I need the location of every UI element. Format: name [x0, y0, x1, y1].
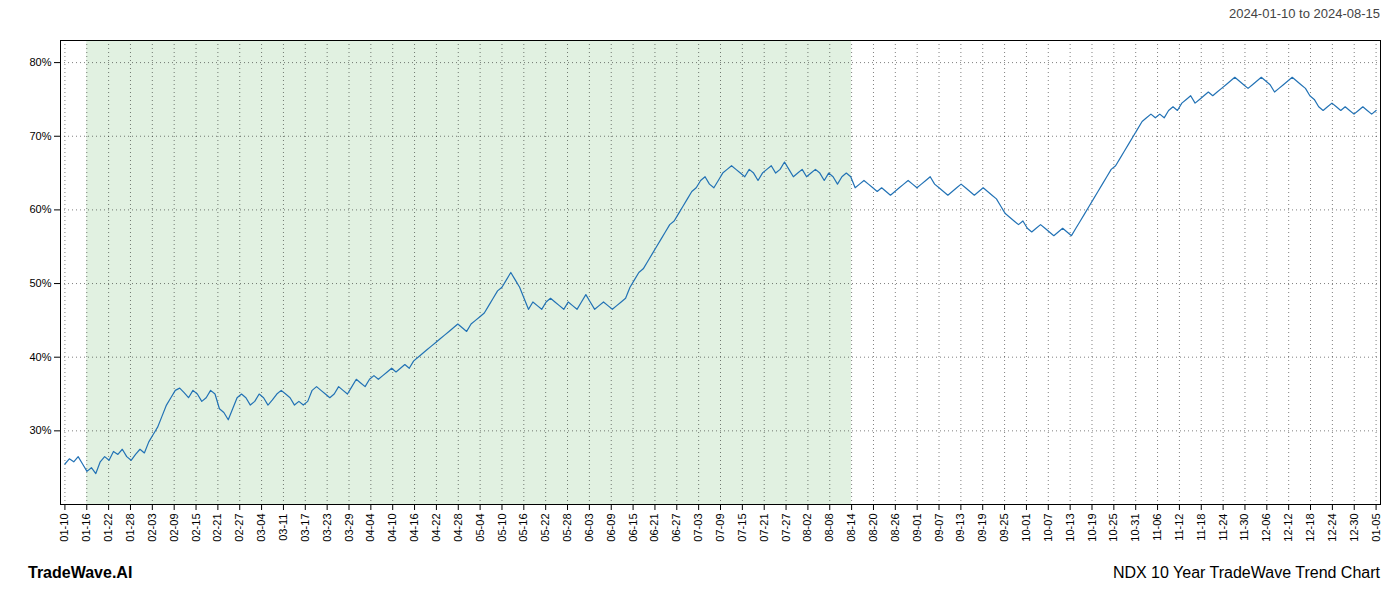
svg-text:03-23: 03-23 [321, 514, 333, 542]
svg-text:09-01: 09-01 [911, 514, 923, 542]
svg-text:12-24: 12-24 [1326, 514, 1338, 542]
svg-text:12-18: 12-18 [1304, 514, 1316, 542]
svg-text:04-22: 04-22 [430, 514, 442, 542]
svg-text:08-02: 08-02 [801, 514, 813, 542]
svg-text:01-28: 01-28 [124, 514, 136, 542]
svg-text:10-31: 10-31 [1129, 514, 1141, 542]
svg-text:11-12: 11-12 [1173, 514, 1185, 541]
svg-text:01-05: 01-05 [1370, 514, 1382, 542]
html-text:TradeWave.AI: TradeWave.AI [28, 564, 133, 581]
svg-text:11-06: 11-06 [1151, 514, 1163, 541]
svg-text:02-21: 02-21 [211, 514, 223, 542]
html-text:NDX 10 Year TradeWave Trend Ch: NDX 10 Year TradeWave Trend Chart [1112, 564, 1380, 581]
svg-text:02-27: 02-27 [233, 514, 245, 542]
svg-text:10-07: 10-07 [1042, 514, 1054, 542]
svg-text:01-10: 01-10 [58, 514, 70, 542]
svg-text:30%: 30% [29, 424, 51, 436]
svg-text:10-25: 10-25 [1107, 514, 1119, 542]
svg-text:50%: 50% [29, 277, 51, 289]
svg-text:02-09: 02-09 [168, 514, 180, 542]
svg-text:05-04: 05-04 [474, 514, 486, 542]
svg-text:04-10: 04-10 [386, 514, 398, 542]
svg-text:12-12: 12-12 [1282, 514, 1294, 542]
svg-text:11-24: 11-24 [1217, 514, 1229, 541]
svg-text:04-28: 04-28 [452, 514, 464, 542]
svg-text:09-13: 09-13 [954, 514, 966, 542]
svg-text:04-16: 04-16 [408, 514, 420, 542]
svg-text:07-21: 07-21 [758, 514, 770, 542]
svg-text:12-30: 12-30 [1348, 514, 1360, 542]
svg-text:40%: 40% [29, 351, 51, 363]
svg-text:08-26: 08-26 [889, 514, 901, 542]
html-text:2024-01-10 to 2024-08-15: 2024-01-10 to 2024-08-15 [1228, 6, 1380, 21]
svg-text:06-09: 06-09 [605, 514, 617, 542]
svg-text:09-07: 09-07 [933, 514, 945, 542]
svg-text:80%: 80% [29, 56, 51, 68]
svg-text:08-20: 08-20 [867, 514, 879, 542]
svg-text:08-08: 08-08 [823, 514, 835, 542]
svg-text:02-03: 02-03 [146, 514, 158, 542]
svg-text:08-14: 08-14 [845, 514, 857, 542]
svg-text:07-03: 07-03 [692, 514, 704, 542]
svg-text:09-25: 09-25 [998, 514, 1010, 542]
svg-text:10-19: 10-19 [1086, 514, 1098, 542]
svg-text:11-18: 11-18 [1195, 514, 1207, 541]
svg-text:05-22: 05-22 [539, 514, 551, 542]
svg-text:05-28: 05-28 [561, 514, 573, 542]
svg-text:03-17: 03-17 [299, 514, 311, 542]
svg-text:10-01: 10-01 [1020, 514, 1032, 542]
svg-text:12-06: 12-06 [1260, 514, 1272, 542]
svg-text:70%: 70% [29, 130, 51, 142]
svg-text:05-16: 05-16 [517, 514, 529, 542]
svg-text:03-11: 03-11 [277, 514, 289, 541]
svg-text:09-19: 09-19 [976, 514, 988, 542]
svg-text:03-29: 03-29 [343, 514, 355, 542]
svg-text:06-03: 06-03 [583, 514, 595, 542]
svg-text:60%: 60% [29, 203, 51, 215]
svg-text:01-22: 01-22 [102, 514, 114, 542]
svg-text:07-09: 07-09 [714, 514, 726, 542]
svg-text:11-30: 11-30 [1238, 514, 1250, 541]
svg-text:06-15: 06-15 [627, 514, 639, 542]
svg-text:07-27: 07-27 [780, 514, 792, 542]
svg-text:02-15: 02-15 [190, 514, 202, 542]
svg-text:01-16: 01-16 [80, 514, 92, 542]
svg-text:06-27: 06-27 [670, 514, 682, 542]
svg-text:03-04: 03-04 [255, 514, 267, 542]
svg-text:07-15: 07-15 [736, 514, 748, 542]
svg-text:06-21: 06-21 [648, 514, 660, 542]
svg-text:10-13: 10-13 [1064, 514, 1076, 542]
svg-text:05-10: 05-10 [495, 514, 507, 542]
svg-text:04-04: 04-04 [364, 514, 376, 542]
